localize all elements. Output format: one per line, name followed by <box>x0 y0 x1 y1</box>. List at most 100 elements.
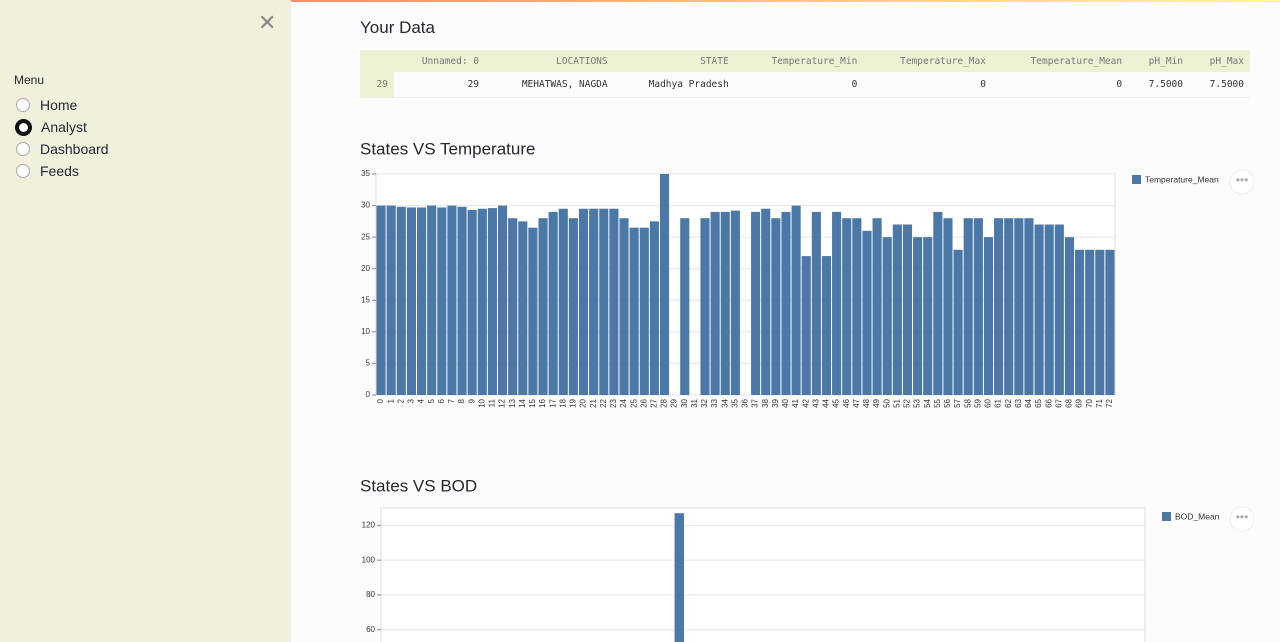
x-tick-label: 24 <box>619 398 628 407</box>
x-tick-label: 71 <box>1095 398 1104 407</box>
y-tick-label: 30 <box>361 201 370 210</box>
x-tick-label: 68 <box>1065 398 1074 407</box>
x-tick-label: 54 <box>923 398 932 407</box>
x-tick-label: 57 <box>953 398 962 407</box>
bar <box>548 211 558 395</box>
bar <box>599 208 609 395</box>
more-icon: ••• <box>1236 510 1249 524</box>
x-tick-label: 9 <box>467 398 476 403</box>
radio-option[interactable]: Dashboard <box>16 140 109 158</box>
x-tick-label: 37 <box>751 398 760 407</box>
x-tick-label: 7 <box>447 398 456 403</box>
x-tick-label: 42 <box>801 398 810 407</box>
bar <box>639 227 649 395</box>
x-tick-label: 33 <box>710 398 719 407</box>
more-button[interactable] <box>1229 506 1255 532</box>
x-tick-label: 13 <box>508 398 517 407</box>
column-header: pH_Max <box>1189 50 1250 72</box>
bar <box>933 211 943 395</box>
x-tick-label: 61 <box>994 398 1003 407</box>
radio-option[interactable]: Feeds <box>16 162 79 180</box>
x-tick-label: 2 <box>396 398 405 403</box>
radio-button <box>16 142 30 156</box>
x-tick-label: 16 <box>538 398 547 407</box>
bar <box>811 211 821 395</box>
x-tick-label: 35 <box>730 398 739 407</box>
bar <box>801 256 811 395</box>
x-tick-label: 8 <box>457 398 466 403</box>
radio-button <box>15 118 32 136</box>
bar <box>467 209 477 395</box>
x-tick-label: 66 <box>1044 398 1053 407</box>
bar <box>578 208 589 395</box>
bar <box>902 224 913 395</box>
legend-swatch <box>1162 512 1171 521</box>
bar <box>680 218 690 395</box>
x-tick-label: 67 <box>1054 398 1063 407</box>
bar <box>730 210 740 395</box>
y-tick-label: 100 <box>362 555 376 564</box>
x-tick-label: 58 <box>963 398 972 407</box>
bar <box>791 205 801 395</box>
x-tick-label: 6 <box>437 398 446 403</box>
bar <box>437 207 447 395</box>
x-tick-label: 64 <box>1024 398 1033 407</box>
x-tick-label: 53 <box>913 398 922 407</box>
x-tick-label: 41 <box>791 398 800 407</box>
x-tick-label: 28 <box>660 398 669 407</box>
column-header: LOCATIONS <box>485 50 614 72</box>
table-row: 29 29 MEHATWAS, NAGDA Madhya Pradesh 0 0 0 7.50… <box>360 72 1250 98</box>
bar <box>538 218 548 395</box>
x-tick-label: 4 <box>417 398 426 403</box>
y-tick-label: 0 <box>366 390 371 399</box>
bar <box>447 205 457 395</box>
chart: States VS Temperature05101520253035Tempe… <box>360 139 1255 408</box>
y-tick-label: 25 <box>361 232 370 241</box>
radio-button <box>16 164 30 178</box>
bar <box>487 208 497 395</box>
bar <box>629 227 639 395</box>
legend-label: BOD_Mean <box>1175 511 1220 521</box>
table-cell: 7.5000 <box>1189 72 1250 98</box>
bar <box>1075 249 1085 395</box>
radio-label: Home <box>40 97 78 113</box>
table-cell: 0 <box>991 72 1129 98</box>
x-tick-label: 27 <box>649 398 658 407</box>
x-tick-label: 48 <box>862 398 871 407</box>
x-tick-label: 52 <box>903 398 912 407</box>
x-tick-label: 46 <box>842 398 851 407</box>
more-button[interactable] <box>1229 169 1255 195</box>
legend-label: Temperature_Mean <box>1145 174 1219 184</box>
bar <box>983 237 994 395</box>
bar <box>406 207 416 395</box>
table-cell: 7.5000 <box>1128 72 1189 98</box>
close-button[interactable]: ✕ <box>258 10 277 35</box>
x-tick-label: 59 <box>973 398 982 407</box>
x-tick-label: 44 <box>822 398 831 407</box>
bar <box>821 256 832 395</box>
bar <box>477 208 487 395</box>
radio-option[interactable]: Analyst <box>15 118 87 136</box>
bar <box>674 513 685 642</box>
x-tick-label: 31 <box>690 398 699 407</box>
x-tick-label: 65 <box>1034 398 1043 407</box>
bar <box>518 221 528 395</box>
bar <box>416 207 427 395</box>
column-header: Temperature_Mean <box>991 50 1129 72</box>
bar <box>427 205 437 395</box>
bar <box>973 218 983 395</box>
x-tick-label: 1 <box>386 398 395 403</box>
x-tick-label: 25 <box>629 398 638 407</box>
x-tick-label: 72 <box>1105 398 1114 407</box>
bar <box>832 211 842 395</box>
y-tick-label: 20 <box>361 264 370 273</box>
column-header: STATE <box>613 50 735 72</box>
x-tick-label: 12 <box>498 398 507 407</box>
radio-option[interactable]: Home <box>16 96 77 114</box>
x-tick-label: 3 <box>407 398 416 403</box>
bar <box>609 208 619 395</box>
x-tick-label: 63 <box>1014 398 1023 407</box>
x-tick-label: 50 <box>882 398 891 407</box>
x-tick-label: 10 <box>477 398 486 407</box>
